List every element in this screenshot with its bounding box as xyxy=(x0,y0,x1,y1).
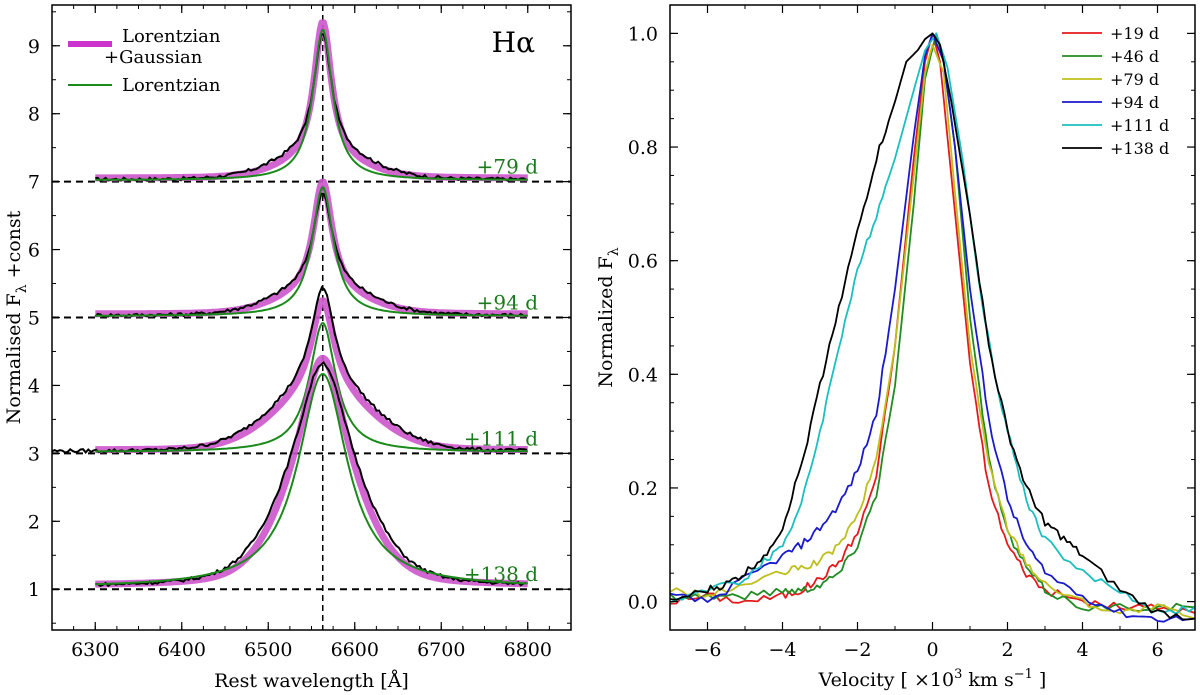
legend-label-lorentzian: Lorentzian xyxy=(122,75,221,96)
epoch-label-1: +94 d xyxy=(477,291,539,315)
y-tick-label-5: 5 xyxy=(28,308,40,330)
epoch-label-3: +138 d xyxy=(464,562,538,586)
y-axis-label-sub: λ xyxy=(14,284,30,293)
x-tick-label-6500: 6500 xyxy=(244,639,292,661)
x-tick-label-r--4: −4 xyxy=(768,639,796,661)
y-tick-label-r-0.8: 0.8 xyxy=(628,137,658,159)
x-tick-label-r-2: 2 xyxy=(1001,639,1013,661)
x-label-part: ] xyxy=(1033,669,1046,691)
x-tick-label-6800: 6800 xyxy=(504,639,552,661)
y-axis-label-main: Normalised F xyxy=(3,293,25,424)
series-line-5 xyxy=(670,32,1195,621)
x-label-sup: 3 xyxy=(954,667,962,682)
epoch-3-lorentzian-fit xyxy=(95,373,528,586)
series-line-1 xyxy=(670,32,1195,612)
epoch-2-observed-spectrum xyxy=(52,285,528,454)
legend-label-1: +46 d xyxy=(1110,47,1159,66)
x-label-part: Velocity [ ×10 xyxy=(818,669,954,691)
epoch-label-2: +111 d xyxy=(464,426,538,450)
y-tick-label-8: 8 xyxy=(28,104,40,126)
legend-label-3: +94 d xyxy=(1110,93,1159,112)
x-axis-label: Rest wavelength [Å] xyxy=(214,670,409,692)
series-line-2 xyxy=(670,43,1195,620)
x-label-sup: −1 xyxy=(1014,667,1033,682)
x-tick-label-r--2: −2 xyxy=(843,639,871,661)
x-tick-label-r--6: −6 xyxy=(693,639,721,661)
x-tick-label-r-4: 4 xyxy=(1076,639,1088,661)
epoch-label-0: +79 d xyxy=(477,155,539,179)
right-panel: −6 −4 −2 0 2 4 6 0.0 0.2 0.4 0.6 0.8 1.0 Velocity [ ×… xyxy=(595,4,1196,691)
x-label-part: km s xyxy=(962,669,1013,691)
y-tick-label-6: 6 xyxy=(28,240,40,262)
x-axis-label-right: Velocity [ ×103 km s−1 ] xyxy=(818,667,1047,691)
epoch-1-lorentzian-fit xyxy=(95,186,528,317)
plot-content xyxy=(52,5,571,630)
x-tick-label-r-6: 6 xyxy=(1151,639,1163,661)
y-axis-label-right: Normalized Fλ xyxy=(595,247,622,387)
legend-label-line: +Gaussian xyxy=(104,47,203,68)
x-tick-label-6400: 6400 xyxy=(158,639,206,661)
panel-title: Hα xyxy=(492,26,535,59)
legend-label-2: +79 d xyxy=(1110,70,1159,89)
plot-area-right xyxy=(670,5,1195,630)
y-axis-label: Normalised Fλ +const xyxy=(3,210,30,424)
epoch-2-lorentzian-fit xyxy=(95,322,528,453)
y-tick-label-r-1: 1.0 xyxy=(628,23,658,45)
y-tick-label-1: 1 xyxy=(28,579,40,601)
y-tick-label-3: 3 xyxy=(28,443,40,465)
x-tick-label-r-0: 0 xyxy=(926,639,938,661)
plot-content-right xyxy=(670,32,1195,623)
legend-label-4: +111 d xyxy=(1110,116,1169,135)
y-tick-label-r-0: 0.0 xyxy=(628,592,658,614)
legend-label-lorentzian-gaussian: Lorentzian +Gaussian xyxy=(104,26,221,68)
y-label-sub: λ xyxy=(606,247,622,256)
y-tick-label-r-0.4: 0.4 xyxy=(628,364,658,386)
y-tick-label-r-0.6: 0.6 xyxy=(628,251,658,273)
legend-label-0: +19 d xyxy=(1110,24,1159,43)
y-label-main: Normalized F xyxy=(595,256,617,387)
x-tick-label-6700: 6700 xyxy=(417,639,465,661)
legend-label-line: Lorentzian xyxy=(122,26,221,47)
y-axis-label-tail: +const xyxy=(3,210,25,284)
y-tick-label-4: 4 xyxy=(28,375,40,397)
y-tick-label-2: 2 xyxy=(28,511,40,533)
epoch-0-lorentzian-fit xyxy=(95,29,528,181)
x-tick-label-6600: 6600 xyxy=(331,639,379,661)
y-tick-label-r-0.2: 0.2 xyxy=(628,478,658,500)
x-tick-label-6300: 6300 xyxy=(71,639,119,661)
series-line-4 xyxy=(670,32,1195,615)
y-tick-label-7: 7 xyxy=(28,172,40,194)
y-tick-label-9: 9 xyxy=(28,36,40,58)
legend-label-5: +138 d xyxy=(1110,139,1169,158)
